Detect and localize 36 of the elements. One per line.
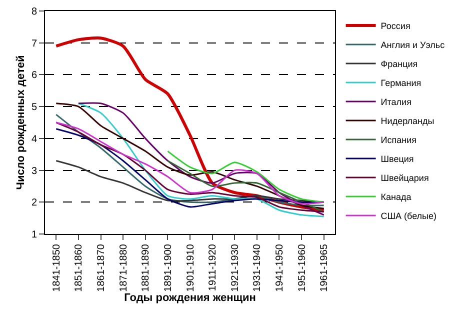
x-tick-label: 1851-1860 bbox=[74, 244, 85, 292]
x-tick-label: 1841-1850 bbox=[51, 244, 62, 292]
x-tick-label: 1931-1940 bbox=[252, 244, 264, 292]
y-tick-label: 5 bbox=[31, 102, 38, 114]
legend-label: Канада bbox=[380, 192, 412, 202]
line-series bbox=[166, 160, 325, 212]
y-tick-label: 1 bbox=[31, 230, 38, 240]
y-tick-label: 8 bbox=[31, 6, 38, 18]
y-tick-label: 7 bbox=[31, 38, 38, 50]
legend-label: Англия и Уэльс bbox=[380, 40, 446, 50]
legend-label: Франция bbox=[380, 59, 418, 70]
x-tick-label: 1941-1950 bbox=[274, 244, 286, 292]
x-tick-label: 1951-1960 bbox=[296, 244, 308, 292]
y-tick-label: 4 bbox=[31, 134, 38, 145]
line-series bbox=[166, 150, 325, 203]
x-tick-label: 1921-1930 bbox=[230, 244, 241, 292]
y-axis-title: Число рожденных детей bbox=[15, 55, 28, 190]
x-axis-title: Годы рождения женщин bbox=[124, 292, 256, 304]
legend-label: США (белые) bbox=[380, 211, 437, 222]
legend-label: Швейцария bbox=[380, 173, 429, 184]
x-tick-label: 1901-1910 bbox=[185, 244, 196, 292]
x-tick-label: 1881-1890 bbox=[140, 244, 152, 292]
x-tick-label: 1871-1880 bbox=[118, 244, 130, 292]
legend-label: Италия bbox=[380, 97, 412, 108]
legend-label: Швеция bbox=[380, 154, 414, 164]
x-tick-label: 1891-1900 bbox=[162, 244, 174, 292]
y-tick-label: 2 bbox=[31, 198, 38, 209]
y-tick-label: 3 bbox=[31, 166, 38, 177]
x-tick-label: 1911-1920 bbox=[208, 244, 219, 292]
y-tick-label: 6 bbox=[31, 70, 38, 82]
x-tick-label: 1961-1965 bbox=[319, 244, 330, 292]
legend-label: Испания bbox=[380, 135, 417, 146]
x-tick-label: 1861-1870 bbox=[96, 244, 108, 292]
legend-label: Россия bbox=[380, 21, 410, 32]
legend-label: Нидерланды bbox=[380, 116, 434, 126]
legend-label: Германия bbox=[380, 78, 422, 88]
